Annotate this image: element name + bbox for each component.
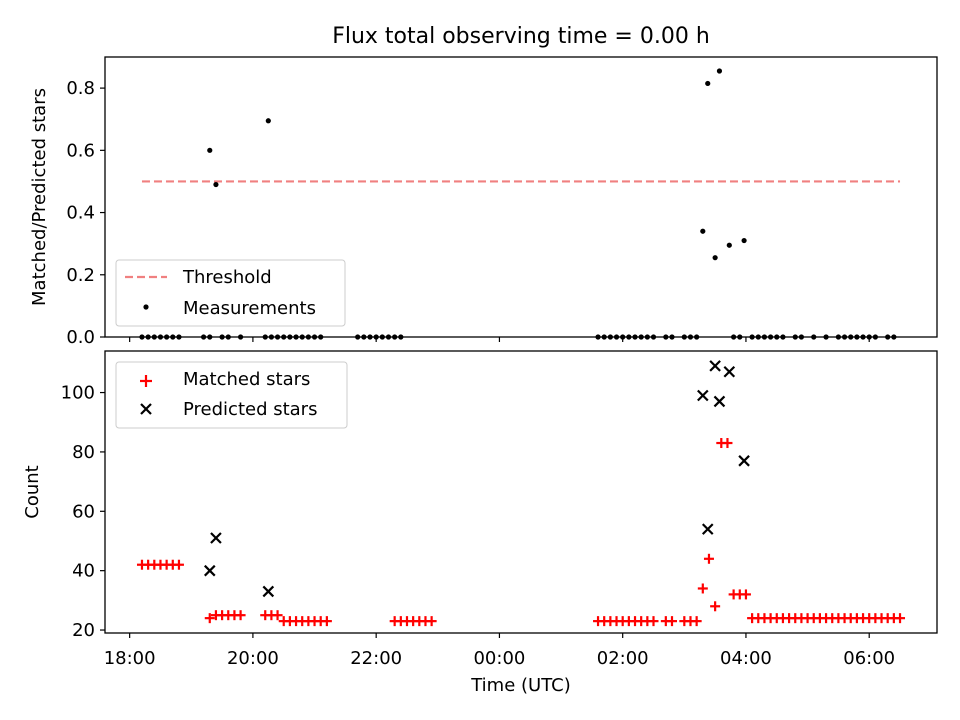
measurement-point	[705, 80, 711, 87]
predicted-star-point	[723, 366, 736, 378]
predicted-star-point	[210, 532, 222, 544]
measurement-point	[712, 255, 718, 261]
count-y-ticks: 20 40 60 80 100	[61, 383, 105, 641]
legend-measurements-swatch	[143, 304, 149, 310]
ratio-x-ticks	[129, 337, 870, 342]
count-y-tick-label: 20	[72, 620, 95, 641]
predicted-star-point	[701, 523, 714, 535]
predicted-star-stroke-b	[697, 389, 709, 402]
count-y-axis-label: Count	[22, 465, 43, 518]
predicted-star-stroke-b	[709, 360, 721, 372]
matched-star-point	[703, 553, 714, 564]
predicted-star-point	[738, 455, 750, 467]
matched-star-point	[235, 610, 246, 621]
legend-predicted-swatch	[140, 403, 152, 415]
x-tick-label: 20:00	[227, 648, 279, 669]
matched-star-point	[722, 438, 733, 449]
ratio-y-tick-label: 0.6	[66, 140, 95, 161]
x-tick-label: 02:00	[597, 648, 649, 669]
matched-star-point	[272, 610, 283, 621]
count-legend-box	[115, 361, 348, 429]
predicted-star-stroke-b	[262, 585, 275, 598]
x-tick-label: 04:00	[720, 648, 772, 669]
predicted-star-stroke-b	[210, 532, 222, 544]
predicted-star-point	[713, 395, 726, 408]
legend-matched-swatch	[140, 375, 152, 387]
x-axis-label: Time (UTC)	[470, 675, 571, 696]
measurement-point	[265, 118, 271, 124]
ratio-legend-box	[115, 259, 346, 327]
matched-star-point	[691, 616, 702, 627]
matched-star-point	[173, 559, 184, 570]
matched-star-point	[740, 589, 751, 600]
matched-star-point	[204, 613, 215, 624]
x-tick-label: 22:00	[350, 648, 402, 669]
matched-star-point	[648, 616, 659, 627]
count-x-ticks: 18:00 20:00 22:00 00:00 02:00 04:00 06:00	[104, 633, 895, 669]
matched-star-point	[697, 583, 708, 594]
matched-star-point	[321, 616, 332, 627]
predicted-star-stroke-b	[713, 395, 726, 408]
predicted-star-stroke-b	[701, 523, 714, 535]
legend-measurements-label: Measurements	[183, 298, 316, 319]
matched-star-point	[895, 613, 906, 624]
count-y-tick-label: 40	[72, 561, 95, 582]
predicted-star-stroke-b	[738, 455, 750, 467]
matched-star-point	[426, 616, 437, 627]
measurement-point	[213, 181, 219, 188]
predicted-star-point	[709, 360, 721, 372]
measurement-point	[207, 147, 213, 153]
chart-title: Flux total observing time = 0.00 h	[332, 24, 710, 49]
count-plot-frame	[104, 350, 938, 634]
measurement-point	[741, 237, 747, 244]
ratio-y-tick-label: 0.0	[66, 327, 95, 348]
ratio-y-ticks: 0.0 0.2 0.4 0.6 0.8	[66, 78, 105, 348]
predicted-star-stroke-b	[203, 564, 216, 577]
ratio-y-axis-label: Matched/Predicted stars	[29, 88, 50, 306]
count-plot-area	[136, 360, 906, 627]
legend-matched-label: Matched stars	[183, 369, 310, 390]
count-legend: Matched stars Predicted stars	[115, 361, 348, 429]
legend-threshold-label: Threshold	[182, 267, 272, 288]
predicted-star-stroke-b	[723, 366, 736, 378]
predicted-star-point	[203, 564, 216, 577]
measurement-point	[726, 242, 732, 248]
matched-star-point	[666, 616, 677, 627]
ratio-legend: Threshold Measurements	[115, 259, 346, 327]
count-y-tick-label: 80	[72, 442, 95, 463]
ratio-y-tick-label: 0.2	[66, 265, 95, 286]
measurement-point	[716, 68, 723, 74]
count-y-tick-label: 60	[72, 501, 95, 522]
ratio-y-tick-label: 0.4	[66, 203, 95, 224]
x-tick-label: 06:00	[843, 648, 895, 669]
measurement-point	[700, 228, 706, 234]
count-y-tick-label: 100	[61, 383, 95, 404]
ratio-y-tick-label: 0.8	[66, 78, 95, 99]
x-tick-label: 00:00	[473, 648, 525, 669]
ratio-plot-frame	[104, 56, 938, 338]
x-tick-label: 18:00	[104, 648, 156, 669]
predicted-star-point	[262, 585, 275, 598]
matched-star-point	[710, 601, 721, 612]
legend-predicted-label: Predicted stars	[183, 399, 317, 420]
predicted-star-point	[697, 389, 709, 402]
